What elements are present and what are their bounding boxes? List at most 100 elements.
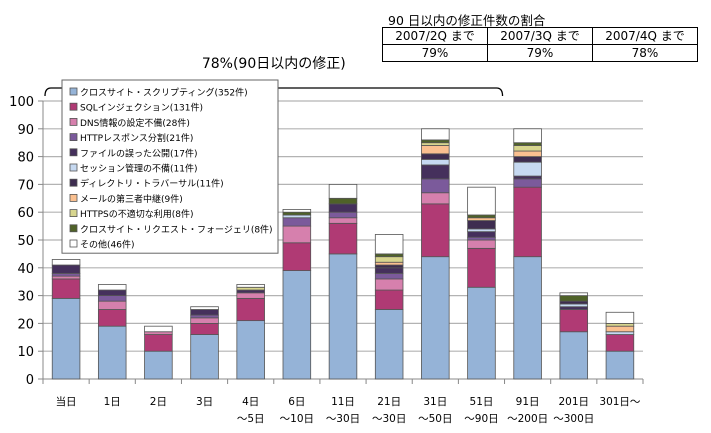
bar-segment	[421, 145, 450, 155]
bar-segment	[467, 236, 496, 241]
bar-segment	[144, 331, 173, 335]
legend-item: クロスサイト・スクリプティング(352件)	[69, 87, 248, 99]
bar-segment	[328, 253, 358, 380]
legend-swatch	[69, 163, 78, 172]
x-tick-label: 2日	[150, 396, 167, 408]
bar-stack	[421, 128, 450, 380]
bar-stack	[605, 311, 635, 380]
x-tick-label: 21日	[377, 396, 401, 408]
bar-stack	[374, 234, 404, 380]
legend-label: HTTPレスポンス分割(21件)	[80, 132, 193, 144]
bar-segment	[282, 270, 312, 380]
bar-segment	[559, 309, 589, 333]
bar-segment	[513, 156, 542, 163]
legend-label: メールの第三者中継(9件)	[80, 193, 183, 205]
bars	[51, 128, 635, 380]
bar-segment	[97, 300, 127, 310]
bar-segment	[559, 292, 589, 297]
bar-segment	[190, 317, 219, 324]
bar-segment	[421, 153, 450, 160]
x-tick-label: ～300日	[553, 413, 594, 425]
y-tick-label: 80	[17, 151, 34, 166]
ratio-table: 2007/2Q まで 2007/3Q まで 2007/4Q まで 79% 79%…	[382, 27, 698, 62]
bar-segment	[144, 325, 173, 333]
bar-stack	[144, 325, 173, 380]
bar-segment	[467, 220, 496, 230]
legend-label: その他(46件)	[80, 239, 134, 251]
bar-segment	[467, 228, 496, 233]
bar-segment	[374, 256, 404, 263]
bar-segment	[190, 309, 219, 316]
ratio-value: 78%	[592, 44, 698, 62]
bar-segment	[328, 222, 358, 255]
legend-item: ファイルの誤った公開(17件)	[69, 147, 197, 159]
bar-segment	[605, 311, 635, 324]
bar-segment	[421, 142, 450, 146]
y-tick-label: 40	[17, 262, 34, 277]
x-tick-label: 301日～	[599, 396, 641, 408]
x-tick-label: ～30日	[326, 413, 360, 425]
legend-item: HTTPSの不適切な利用(8件)	[69, 208, 194, 220]
bar-segment	[51, 264, 81, 274]
y-tick-label: 100	[9, 95, 34, 110]
bar-segment	[513, 178, 542, 188]
x-tick-label: 201日	[558, 396, 589, 408]
bar-segment	[282, 211, 312, 216]
legend-item: DNS情報の設定不備(28件)	[69, 117, 190, 129]
bar-segment	[374, 272, 404, 280]
bar-segment	[236, 297, 265, 322]
legend-swatch	[69, 133, 78, 142]
legend-label: クロスサイト・リクエスト・フォージェリ(8件)	[80, 223, 273, 235]
bar-segment	[559, 295, 589, 302]
bar-segment	[328, 197, 358, 205]
x-tick-label: ～200日	[507, 413, 548, 425]
bar-segment	[513, 142, 542, 146]
bar-segment	[51, 275, 81, 280]
legend-item: SQLインジェクション(131件)	[69, 102, 203, 114]
bar-segment	[513, 186, 542, 258]
bar-segment	[467, 186, 496, 216]
ratio-value-row: 79% 79% 78%	[382, 44, 698, 62]
y-tick-label: 90	[17, 123, 34, 138]
bar-segment	[467, 239, 496, 249]
legend-label: SQLインジェクション(131件)	[80, 102, 203, 114]
bar-segment	[421, 192, 450, 205]
bar-stack	[236, 284, 265, 380]
bar-segment	[328, 217, 358, 224]
bar-segment	[421, 128, 450, 141]
bar-segment	[513, 161, 542, 177]
ratio-value: 79%	[487, 44, 593, 62]
bar-segment	[236, 284, 265, 288]
bar-segment	[559, 331, 589, 380]
bar-stack	[190, 306, 219, 380]
bar-segment	[467, 214, 496, 219]
bar-segment	[421, 139, 450, 144]
bar-segment	[605, 334, 635, 352]
y-tick-label: 50	[17, 234, 34, 249]
bar-segment	[97, 325, 127, 380]
bar-segment	[605, 350, 635, 380]
legend-swatch	[69, 178, 78, 187]
bar-segment	[421, 158, 450, 166]
legend-swatch	[69, 193, 78, 202]
bar-stack	[282, 209, 312, 380]
y-tick-label: 10	[17, 345, 34, 360]
bar-segment	[282, 214, 312, 219]
bar-segment	[559, 306, 589, 310]
bar-segment	[51, 278, 81, 299]
bar-segment	[97, 289, 127, 297]
legend-label: HTTPSの不適切な利用(8件)	[80, 208, 194, 220]
bar-segment	[513, 150, 542, 157]
legend-swatch	[69, 224, 78, 233]
legend-label: DNS情報の設定不備(28件)	[80, 117, 190, 129]
x-tick-label: ～10日	[280, 413, 314, 425]
x-tick-label: 91日	[516, 396, 540, 408]
bar-segment	[421, 164, 450, 180]
legend-item: HTTPレスポンス分割(21件)	[69, 132, 193, 144]
bar-segment	[374, 267, 404, 274]
bar-segment	[374, 234, 404, 255]
bar-segment	[282, 242, 312, 271]
x-tick-label: 31日	[423, 396, 447, 408]
ratio-header: 2007/2Q まで	[382, 27, 488, 45]
